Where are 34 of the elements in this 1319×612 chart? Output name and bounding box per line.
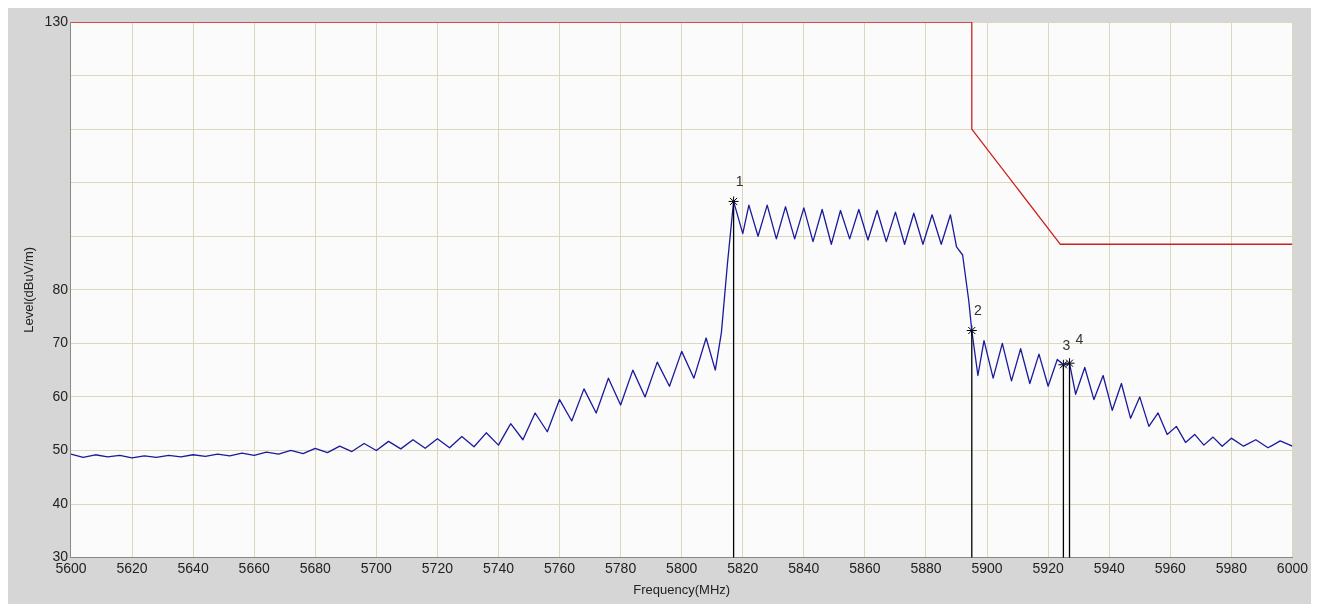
y-tick-label: 70 — [52, 334, 69, 351]
annotation: 4 — [1075, 331, 1084, 348]
point — [966, 325, 978, 337]
y-tick-label: 50 — [52, 441, 69, 458]
x-tick-label: 5700 — [360, 559, 393, 576]
x-tick-label: 5880 — [910, 559, 942, 576]
x-tick-label: 5980 — [1215, 559, 1248, 576]
x-tick-label: 5640 — [177, 559, 209, 576]
x-tick-label: 5680 — [299, 559, 332, 576]
x-tick-label: 5660 — [238, 559, 270, 576]
x-tick-label: 5760 — [543, 559, 576, 576]
y-tick-label: 80 — [52, 280, 69, 297]
y-tick-label: 60 — [52, 387, 69, 404]
x-tick-label: 5860 — [849, 559, 881, 576]
annotation: 2 — [973, 302, 982, 319]
x-tick-label: 5780 — [605, 559, 637, 576]
x-tick-label: 5920 — [1032, 559, 1064, 576]
x-tick-label: 5820 — [727, 559, 759, 576]
x-tick-label: 5740 — [482, 559, 515, 576]
x-tick-label: 5620 — [116, 559, 148, 576]
annotation: 1 — [735, 173, 744, 190]
y-tick-label: 130 — [44, 12, 69, 29]
x-tick-label: 5840 — [788, 559, 820, 576]
y-tick-label: 40 — [52, 494, 69, 511]
x-tick-label: 5720 — [421, 559, 454, 576]
x-tick-label: 5900 — [971, 559, 1003, 576]
x-tick-label: 6000 — [1276, 559, 1309, 576]
y-axis-title: Level(dBuV/m) — [21, 246, 37, 333]
annotation: 3 — [1062, 336, 1071, 353]
x-tick-label: 5800 — [666, 559, 698, 576]
x-tick-label: 5960 — [1154, 559, 1187, 576]
x-tick-label: 5940 — [1093, 559, 1125, 576]
x-axis-title: Frequency(MHz) — [633, 581, 731, 597]
point — [1057, 359, 1069, 371]
